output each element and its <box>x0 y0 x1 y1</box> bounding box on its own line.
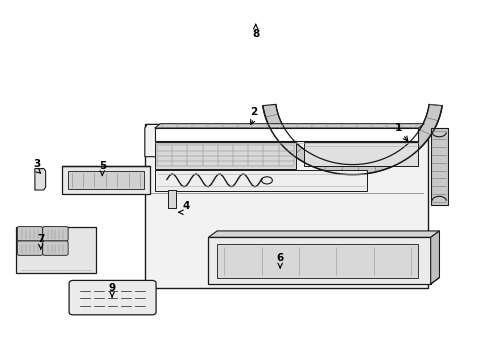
Polygon shape <box>155 142 296 169</box>
Polygon shape <box>431 128 448 205</box>
Polygon shape <box>263 104 442 175</box>
FancyBboxPatch shape <box>43 241 68 255</box>
Polygon shape <box>155 124 424 128</box>
Polygon shape <box>35 168 46 190</box>
FancyBboxPatch shape <box>17 241 43 255</box>
Polygon shape <box>208 237 431 284</box>
Polygon shape <box>168 190 175 208</box>
Polygon shape <box>155 128 418 140</box>
Polygon shape <box>208 231 440 237</box>
Polygon shape <box>62 166 150 194</box>
Polygon shape <box>217 244 418 278</box>
Text: 6: 6 <box>276 253 284 263</box>
FancyBboxPatch shape <box>43 226 68 241</box>
Polygon shape <box>304 142 418 166</box>
Text: 2: 2 <box>250 107 257 117</box>
Text: 4: 4 <box>183 201 190 211</box>
Text: 1: 1 <box>395 123 403 133</box>
Text: 7: 7 <box>37 234 45 244</box>
Polygon shape <box>145 125 428 288</box>
Polygon shape <box>155 170 367 191</box>
Polygon shape <box>431 231 440 284</box>
FancyBboxPatch shape <box>17 226 43 241</box>
Polygon shape <box>16 226 96 273</box>
Text: 9: 9 <box>109 283 116 293</box>
Text: 8: 8 <box>252 29 259 39</box>
Polygon shape <box>68 171 144 189</box>
FancyBboxPatch shape <box>69 280 156 315</box>
Text: 3: 3 <box>34 159 41 169</box>
Polygon shape <box>145 125 184 157</box>
Text: 5: 5 <box>98 161 106 171</box>
